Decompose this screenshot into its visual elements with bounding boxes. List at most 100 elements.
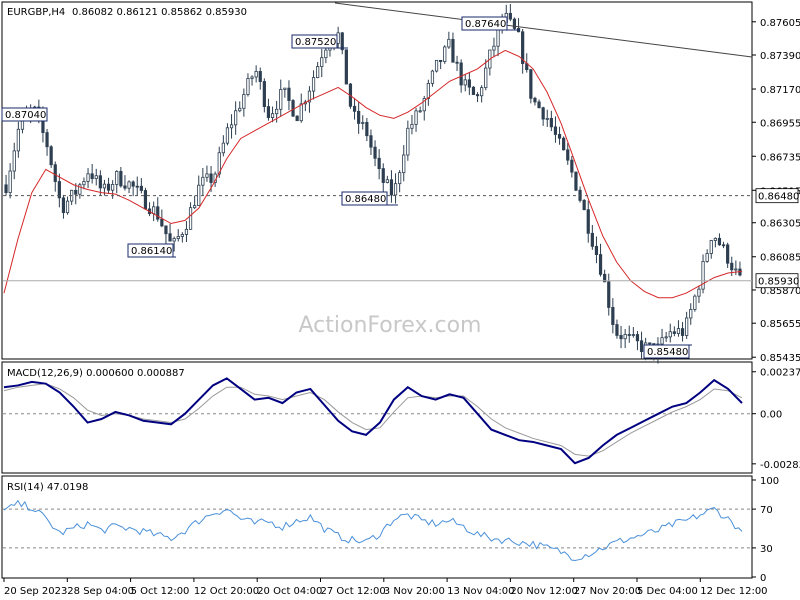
candle-body — [726, 244, 730, 264]
candle-body — [607, 281, 611, 308]
candle-body — [344, 49, 348, 85]
candle-body — [619, 335, 623, 340]
candle-body — [176, 236, 180, 240]
candle-body — [660, 337, 664, 345]
rsi-plot — [3, 499, 752, 562]
candle-body — [266, 106, 271, 118]
candle-body — [668, 331, 672, 338]
candle-body — [217, 152, 221, 175]
time-tick-label: 27 Nov 20:00 — [574, 586, 641, 597]
candle-body — [672, 331, 676, 334]
candle-body — [90, 173, 94, 179]
candle-body — [590, 232, 594, 247]
candle-body — [279, 89, 283, 110]
candle-body — [730, 262, 734, 271]
macd-tick-label: 0.00 — [760, 410, 782, 421]
candle-body — [549, 117, 553, 128]
candle-body — [193, 205, 197, 209]
candle-body — [119, 170, 123, 187]
candle-body — [717, 237, 722, 246]
candle-body — [381, 168, 385, 183]
candle-body — [65, 200, 70, 214]
candle-body — [492, 45, 496, 51]
candle-body — [8, 170, 12, 193]
candle-body — [78, 184, 82, 195]
candle-body — [357, 110, 361, 124]
time-tick-label: 27 Oct 12:00 — [321, 586, 386, 597]
candle-body — [570, 159, 574, 173]
candle-body — [697, 288, 701, 297]
candle-body — [439, 59, 443, 62]
moving-average-line — [3, 49, 743, 299]
rsi-pane-frame — [1, 475, 753, 579]
level-value-box — [755, 188, 799, 204]
rsi-title: RSI(14) 47.0198 — [7, 482, 88, 493]
candle-body — [701, 261, 705, 290]
candle-body — [434, 59, 439, 72]
time-tick-label: 3 Nov 20:00 — [384, 586, 445, 597]
candle-body — [123, 185, 127, 189]
candle-body — [598, 254, 603, 275]
macd-axis: 0.002375 0.00 -0.002838 — [752, 368, 800, 471]
candle-body — [262, 81, 266, 107]
candle-body — [98, 175, 102, 189]
annotation-box — [341, 191, 388, 206]
level-value-label: 0.86480 — [758, 192, 799, 203]
macd-tick-label: -0.002838 — [760, 460, 800, 471]
candle-body — [586, 209, 590, 234]
time-tick-label: 20 Nov 12:00 — [510, 586, 577, 597]
candle-body — [316, 66, 320, 78]
annotation-box — [461, 16, 508, 31]
rsi-tick-label: 30 — [760, 544, 773, 555]
candle-body — [61, 197, 66, 214]
candle-body — [340, 32, 344, 51]
time-tick-label: 20 Oct 04:00 — [257, 586, 322, 597]
candle-body — [102, 183, 107, 189]
candle-body — [566, 149, 570, 161]
candle-body — [705, 253, 709, 262]
candle-body — [398, 172, 402, 185]
candle-body — [385, 179, 389, 183]
level-value-label: 0.85930 — [758, 277, 799, 288]
candle-body — [49, 146, 53, 166]
candle-body — [537, 101, 541, 109]
candle-body — [545, 117, 549, 120]
macd-main-line — [3, 377, 743, 465]
annotation-label: 0.85480 — [647, 347, 688, 358]
candle-body — [139, 185, 143, 191]
candle-body — [685, 317, 689, 336]
annotation-box — [127, 243, 174, 258]
watermark: ActionForex.com — [299, 313, 482, 338]
candle-body — [295, 115, 299, 122]
candle-body — [12, 150, 16, 172]
annotation-label: 0.87520 — [295, 37, 336, 48]
time-tick-label: 13 Nov 04:00 — [447, 586, 514, 597]
price-tick-label: 0.86305 — [760, 219, 800, 230]
time-tick-label: 5 Dec 04:00 — [637, 586, 698, 597]
candle-body — [451, 38, 455, 63]
candle-body — [320, 57, 324, 67]
rsi-tick-label: 100 — [760, 476, 779, 487]
candle-body — [307, 90, 312, 103]
candle-body — [377, 157, 381, 170]
candle-body — [533, 97, 537, 103]
candle-body — [180, 234, 184, 237]
candle-body — [734, 268, 738, 271]
price-tick-label: 0.85435 — [760, 353, 800, 364]
candle-body — [594, 245, 599, 255]
candle-body — [188, 207, 193, 230]
candle-body — [205, 173, 209, 178]
symbol-label: EURGBP,H4 — [7, 7, 65, 18]
candle-body — [402, 154, 406, 174]
annotation-label: 0.86140 — [131, 246, 172, 257]
candle-body — [623, 334, 627, 340]
candle-body — [111, 184, 115, 191]
candle-body — [603, 273, 607, 283]
candle-body — [250, 76, 254, 79]
candle-body — [115, 170, 119, 185]
candle-body — [693, 295, 697, 310]
candle-body — [160, 218, 164, 227]
price-tick-label: 0.85655 — [760, 319, 800, 330]
rsi-line — [3, 499, 743, 562]
